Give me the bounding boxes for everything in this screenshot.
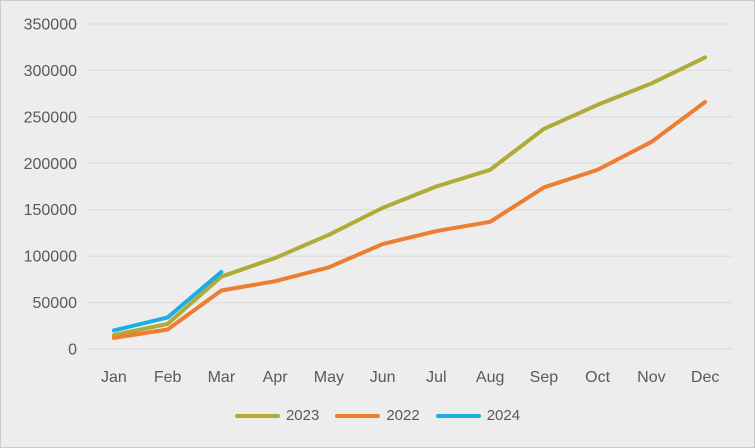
legend-label-2024: 2024 — [486, 407, 521, 424]
legend-line-swatch-2022 — [335, 413, 381, 418]
y-axis-tick-label: 50000 — [33, 295, 78, 312]
series-line-2023 — [111, 55, 708, 338]
x-axis-tick-label: Jul — [426, 369, 446, 386]
y-axis-tick-label: 150000 — [24, 202, 77, 219]
legend-item-2024: 2024 — [435, 407, 521, 424]
y-axis-tick-label: 100000 — [24, 249, 77, 266]
x-axis-tick-label: May — [314, 369, 344, 386]
x-axis-tick-label: Mar — [208, 369, 236, 386]
legend-label-2022: 2022 — [386, 407, 420, 424]
legend-line-swatch-2024 — [435, 413, 481, 418]
y-axis-tick-label: 350000 — [24, 17, 77, 34]
series-line-2022 — [111, 100, 708, 340]
y-axis-tick-label: 250000 — [24, 109, 77, 126]
x-axis-tick-label: Sep — [530, 369, 559, 386]
x-axis-tick-label: Jan — [101, 369, 127, 386]
y-axis-tick-label: 300000 — [24, 63, 77, 80]
legend-label-2023: 2023 — [285, 407, 320, 424]
x-axis-tick-label: Apr — [263, 369, 289, 386]
x-axis-tick-label: Oct — [585, 369, 610, 386]
y-axis-tick-label: 0 — [68, 342, 77, 359]
legend-line-swatch-2023 — [234, 413, 280, 418]
y-axis-tick-label: 200000 — [24, 156, 77, 173]
chart-legend: 2023 2022 2024 — [1, 407, 754, 424]
legend-item-2022: 2022 — [335, 407, 420, 424]
x-axis-tick-label: Aug — [476, 369, 504, 386]
x-axis-tick-label: Nov — [637, 369, 665, 386]
series-line-2024 — [111, 269, 224, 333]
x-axis-tick-label: Jun — [370, 369, 396, 386]
x-axis-tick-label: Feb — [154, 369, 182, 386]
x-axis-tick-label: Dec — [691, 369, 719, 386]
legend-item-2023: 2023 — [234, 407, 320, 424]
